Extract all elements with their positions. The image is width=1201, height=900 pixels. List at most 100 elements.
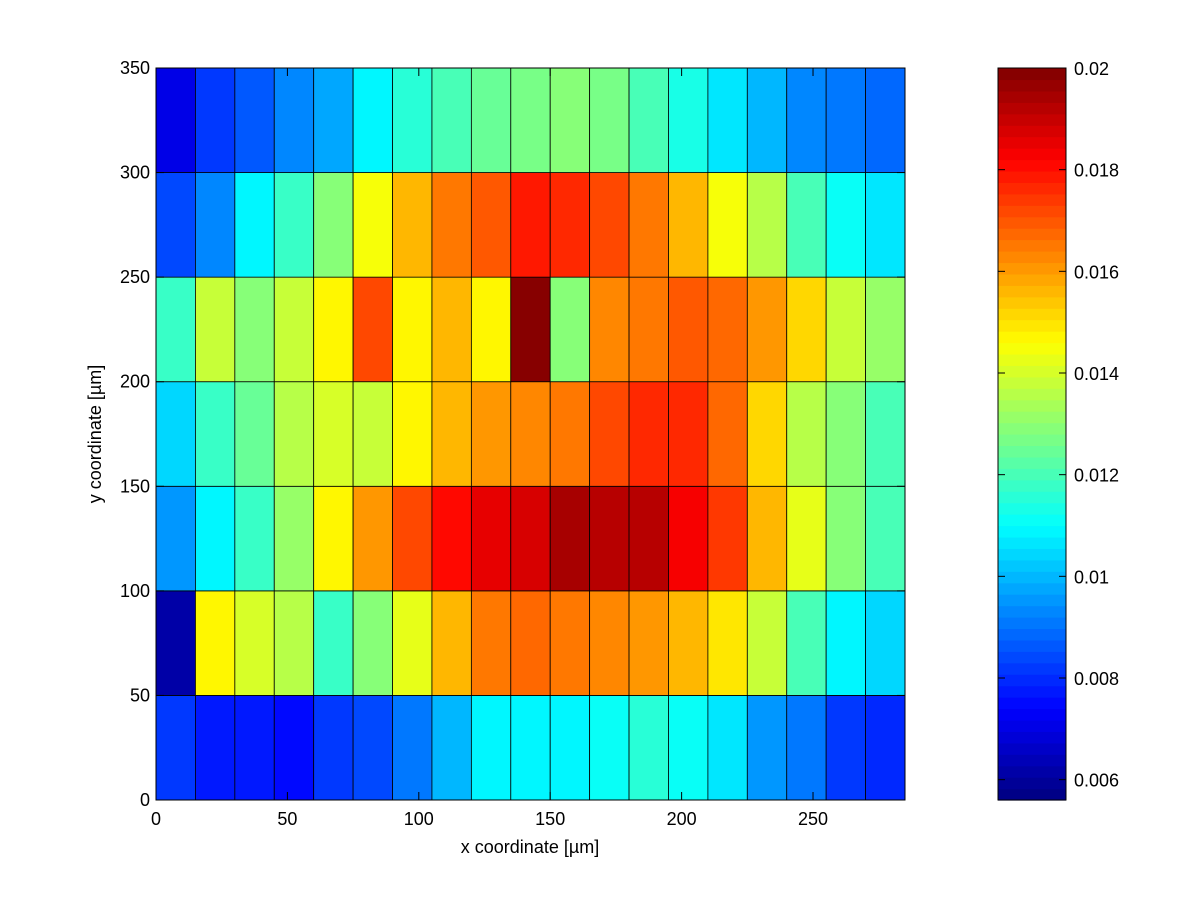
heatmap-cell (668, 276, 709, 383)
heatmap-cell (549, 276, 591, 383)
heatmap-cell (470, 276, 512, 383)
heatmap-cell (865, 68, 905, 173)
heatmap-cell (589, 695, 630, 800)
heatmap-cell (156, 695, 196, 800)
heatmap-cell (589, 381, 630, 487)
colorbar-band (998, 102, 1066, 115)
heatmap-cell (786, 381, 827, 487)
heatmap-cell (470, 381, 512, 487)
colorbar-band (998, 731, 1066, 744)
heatmap-cell (668, 172, 709, 278)
colorbar-band (998, 548, 1066, 561)
colorbar-band (998, 685, 1066, 698)
heatmap-cell (195, 695, 236, 800)
heatmap-cell (746, 172, 788, 278)
colorbar-band (998, 113, 1066, 126)
heatmap-cell (628, 695, 669, 800)
colorbar-band (998, 514, 1066, 527)
heatmap-cell (313, 590, 354, 696)
heatmap-cell (825, 276, 866, 383)
heatmap-cell (352, 276, 393, 383)
heatmap-cells (156, 68, 905, 800)
heatmap-cell (510, 590, 551, 696)
colorbar-band (998, 262, 1066, 275)
colorbar-band (998, 136, 1066, 149)
colorbar-tick-label: 0.016 (1074, 262, 1119, 282)
heatmap-cell (195, 485, 236, 592)
heatmap-cell (668, 485, 709, 592)
colorbar-band (998, 742, 1066, 755)
colorbar-band (998, 68, 1066, 81)
colorbar-band (998, 296, 1066, 309)
heatmap-cell (786, 276, 827, 383)
heatmap-cell (746, 590, 788, 696)
heatmap-cell (352, 590, 393, 696)
colorbar-band (998, 777, 1066, 790)
heatmap-cell (825, 172, 866, 278)
heatmap-cell (431, 276, 472, 383)
colorbar-band (998, 674, 1066, 687)
colorbar-band (998, 216, 1066, 229)
heatmap-cell (431, 172, 472, 278)
colorbar-tick-label: 0.014 (1074, 364, 1119, 384)
heatmap-cell (786, 68, 827, 173)
heatmap-cell (234, 276, 275, 383)
heatmap-cell (156, 381, 196, 487)
heatmap-cell (825, 68, 866, 173)
heatmap-cell (313, 381, 354, 487)
heatmap-cell (273, 590, 315, 696)
heatmap-cell (510, 485, 551, 592)
colorbar-band (998, 571, 1066, 584)
colorbar-tick-label: 0.012 (1074, 466, 1119, 486)
heatmap-cell (707, 485, 748, 592)
colorbar-band (998, 788, 1066, 801)
heatmap-cell (628, 276, 669, 383)
colorbar-band (998, 90, 1066, 103)
heatmap-cell (273, 381, 315, 487)
heatmap-cell (825, 590, 866, 696)
plot-frame (155, 67, 906, 801)
heatmap-cell (628, 68, 669, 173)
colorbar-tick-label: 0.01 (1074, 567, 1109, 587)
heatmap-cell (195, 381, 236, 487)
heatmap-cell (313, 485, 354, 592)
colorbar-band (998, 754, 1066, 767)
heatmap-cell (549, 485, 591, 592)
y-tick-label: 300 (120, 163, 150, 183)
heatmap-cell (786, 695, 827, 800)
heatmap-cell (273, 68, 315, 173)
heatmap-cell (470, 68, 512, 173)
colorbar-band (998, 434, 1066, 447)
colorbar-band (998, 582, 1066, 595)
heatmap-cell (865, 381, 905, 487)
heatmap-cell (549, 172, 591, 278)
colorbar-band (998, 502, 1066, 515)
heatmap-cell (510, 381, 551, 487)
x-tick-label: 50 (277, 809, 297, 829)
heatmap-cell (273, 276, 315, 383)
heatmap-cell (392, 695, 433, 800)
heatmap-cell (707, 381, 748, 487)
heatmap-cell (273, 695, 315, 800)
x-tick-label: 100 (404, 809, 434, 829)
colorbar-band (998, 342, 1066, 355)
y-tick-label: 350 (120, 58, 150, 78)
y-tick-label: 150 (120, 476, 150, 496)
heatmap-cell (195, 68, 236, 173)
colorbar-band (998, 285, 1066, 298)
heatmap-cell (431, 381, 472, 487)
colorbar-band (998, 228, 1066, 241)
heatmap-cell (707, 695, 748, 800)
heatmap-cell (746, 276, 788, 383)
colorbar (998, 68, 1066, 801)
heatmap-cell (392, 276, 433, 383)
colorbar-band (998, 79, 1066, 92)
heatmap-cell (707, 590, 748, 696)
heatmap-cell (549, 695, 591, 800)
heatmap-cell (549, 68, 591, 173)
heatmap-cell (668, 590, 709, 696)
colorbar-band (998, 182, 1066, 195)
colorbar-band (998, 411, 1066, 424)
colorbar-band (998, 468, 1066, 481)
colorbar-band (998, 662, 1066, 675)
